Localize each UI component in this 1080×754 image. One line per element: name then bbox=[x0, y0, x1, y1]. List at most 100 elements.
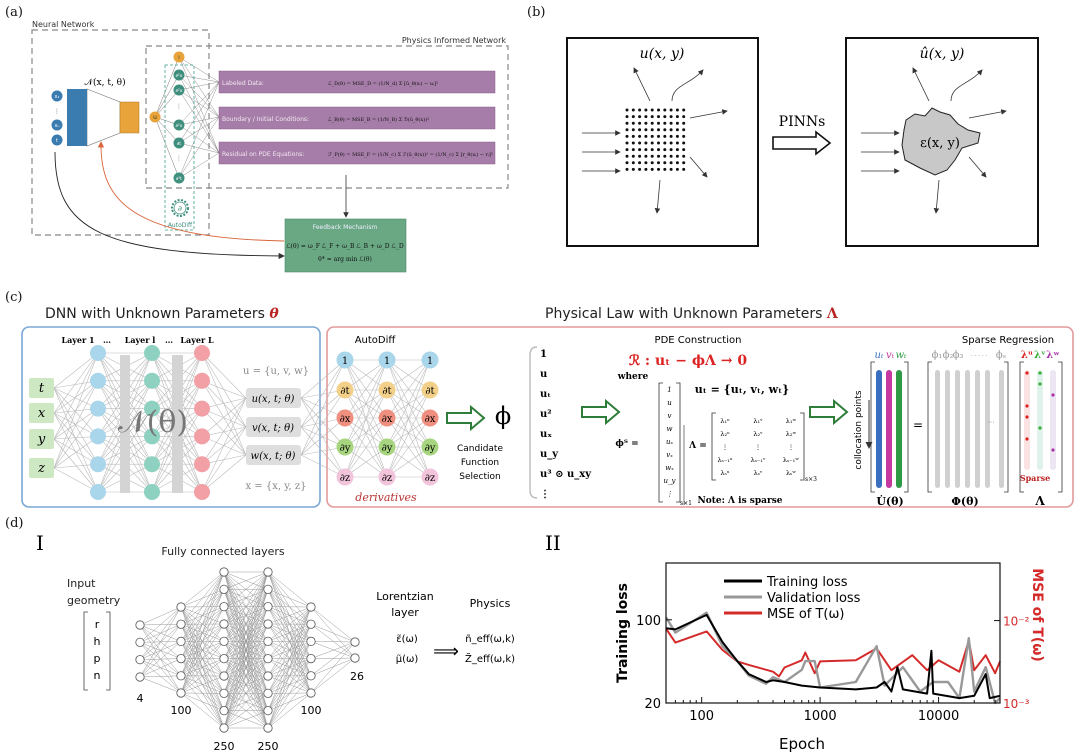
autodiff-node bbox=[336, 468, 354, 486]
scattered-arrow bbox=[689, 156, 708, 178]
grid-dot bbox=[669, 128, 673, 132]
grid-dot bbox=[675, 167, 679, 171]
connection bbox=[53, 408, 99, 469]
forward-field-label: u(x, y) bbox=[640, 46, 685, 62]
library-term: u² bbox=[540, 409, 552, 420]
grid-dot bbox=[663, 108, 667, 112]
autodiff-node-label: 1 bbox=[427, 356, 433, 367]
candidate-library: 1 u uₜ u² uₓ u_y u³ ⊙ u_xy ⋮ bbox=[540, 349, 592, 500]
connection bbox=[201, 352, 247, 399]
lambda-entry: λₛ₋₁ᵘ bbox=[718, 456, 733, 464]
sparse-label: Sparse bbox=[1020, 473, 1050, 483]
input-vector-entry: n bbox=[94, 669, 101, 682]
connection bbox=[267, 589, 312, 608]
grid-dot bbox=[631, 134, 635, 138]
output-box bbox=[246, 445, 301, 465]
input-node bbox=[51, 134, 63, 146]
panel-c: (c) DNN with Unknown Parameters θ Physic… bbox=[5, 290, 1074, 508]
connection bbox=[223, 675, 269, 729]
neuron bbox=[176, 688, 186, 698]
connection bbox=[180, 675, 225, 694]
neuron bbox=[350, 637, 360, 647]
connection bbox=[180, 606, 225, 694]
grid-dot bbox=[682, 108, 686, 112]
physics-informed-network-box bbox=[145, 45, 509, 189]
connection bbox=[310, 657, 356, 659]
input-label: y bbox=[37, 432, 46, 447]
derivative-nodes: u I ∂²x ∂²x ∂²x ∂t ∂²t ⋮ ⋮ bbox=[149, 51, 185, 184]
connection bbox=[223, 571, 269, 607]
phi-vector-entry: uₓ bbox=[666, 438, 674, 446]
grid-dot bbox=[657, 167, 660, 171]
grid-dot bbox=[682, 115, 686, 119]
connection bbox=[178, 116, 220, 126]
library-bracket bbox=[529, 346, 538, 499]
connection bbox=[180, 571, 225, 676]
matrix-brackets bbox=[1019, 361, 1063, 493]
neuron bbox=[219, 636, 229, 646]
autodiff-node bbox=[421, 351, 439, 369]
lambda-entry: λₛ₋₁ᵛ bbox=[751, 456, 766, 464]
grid-dot bbox=[650, 161, 654, 165]
autodiff-title: AutoDiff bbox=[355, 335, 397, 346]
connection bbox=[344, 359, 388, 448]
connection bbox=[310, 606, 356, 643]
grid-dot bbox=[669, 154, 673, 158]
n-eff-label: ñ_eff(ω,k) bbox=[465, 634, 515, 645]
input-nodes: x₁ xₙ t bbox=[51, 90, 63, 146]
lambda-entry: λₛᵛ bbox=[754, 469, 763, 477]
u-dot-column bbox=[896, 370, 902, 488]
neuron bbox=[135, 672, 145, 682]
autodiff-node-label: ∂x bbox=[382, 414, 393, 425]
forward-domain-box bbox=[566, 37, 759, 247]
series-line-validation-loss bbox=[664, 611, 1001, 705]
connection bbox=[300, 426, 346, 478]
phi-column-label: ϕ₁ bbox=[932, 350, 943, 361]
pde-construction-title: PDE Construction bbox=[655, 335, 742, 346]
connection bbox=[53, 352, 99, 469]
grid-dot bbox=[663, 141, 667, 145]
connection bbox=[267, 658, 312, 729]
panel-a: (a) Neural Network Physics Informed Netw… bbox=[5, 5, 509, 273]
grid-dot bbox=[650, 154, 654, 158]
grid-dot bbox=[638, 167, 642, 171]
y-axis-label: Training loss bbox=[615, 583, 631, 683]
green-arrow-icon bbox=[446, 404, 486, 432]
input-vector-entry: p bbox=[94, 652, 101, 665]
grid-dot bbox=[675, 154, 679, 158]
neuron bbox=[176, 636, 186, 647]
connection bbox=[178, 56, 220, 83]
connection bbox=[386, 389, 431, 478]
derivative-node-label: ∂t bbox=[177, 141, 181, 147]
autodiff-node bbox=[336, 381, 354, 399]
connection bbox=[310, 606, 356, 659]
layer-size-label: 4 bbox=[137, 692, 144, 705]
nonzero-coefficient bbox=[1025, 371, 1029, 375]
grid-dot bbox=[625, 167, 629, 171]
lambda-label: Λ bbox=[1034, 494, 1045, 508]
connection bbox=[178, 81, 220, 91]
neuron bbox=[263, 723, 273, 733]
lambda-column bbox=[1037, 370, 1043, 470]
neuron bbox=[350, 653, 360, 663]
grid-dot bbox=[682, 128, 686, 132]
grid-dot bbox=[682, 167, 686, 171]
connection bbox=[178, 56, 220, 118]
y-tick-label: 100 bbox=[636, 614, 661, 629]
loss-term-box bbox=[218, 106, 496, 130]
grid-dot bbox=[638, 141, 642, 145]
library-term: uₓ bbox=[540, 429, 552, 440]
grid-dot bbox=[638, 108, 642, 112]
grid-dot bbox=[650, 121, 654, 125]
connection bbox=[310, 641, 356, 676]
grid-dot bbox=[675, 161, 679, 165]
autodiff-network: 1 ∂t ∂x ∂y ∂z 1 ∂t ∂x ∂y ∂z 1 ∂t ∂x ∂y ∂z bbox=[300, 351, 439, 486]
connection bbox=[154, 56, 180, 118]
lambda-entry: λ₁ʷ bbox=[786, 417, 797, 425]
autodiff-node-label: ∂y bbox=[340, 443, 351, 454]
grid-dot bbox=[650, 134, 654, 138]
autodiff-node-label: 1 bbox=[342, 356, 348, 367]
input-label: z bbox=[37, 461, 45, 476]
vector-brackets bbox=[658, 382, 681, 503]
phi-vector-entry: 1 bbox=[667, 386, 671, 394]
